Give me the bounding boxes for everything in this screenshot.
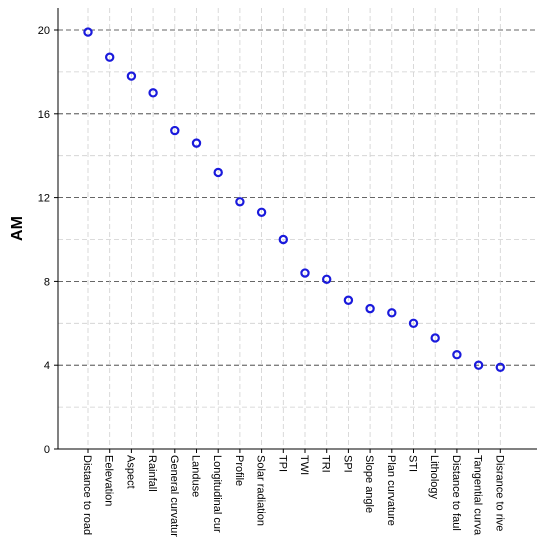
data-points [83, 27, 505, 372]
y-axis-ticks: 0 4 8 12 16 20 [38, 25, 58, 456]
x-tick-label: Longitudinal cur [211, 455, 223, 533]
x-tick-label: Aspect [124, 455, 136, 489]
x-tick-label: TRI [320, 455, 332, 473]
x-tick-label: TWI [298, 455, 310, 475]
x-tick-label: Solar radiation [255, 455, 267, 526]
data-point [495, 362, 505, 372]
y-axis-title: AM [9, 216, 26, 241]
x-tick-label: Distance to faul [450, 455, 462, 531]
data-point [278, 234, 288, 245]
data-point [473, 360, 484, 370]
x-axis-ticks: Distance to road Eelevation Aspect Rainfall… [81, 449, 505, 537]
data-point [452, 350, 462, 360]
x-tick-label: Tangential curva [472, 455, 484, 536]
y-tick-label: 20 [38, 25, 50, 37]
x-tick-label: Plan curvature [385, 455, 397, 526]
x-tick-label: TPI [276, 455, 288, 472]
y-tick-label: 16 [38, 109, 50, 121]
data-point [300, 268, 310, 278]
y-tick-label: 8 [44, 276, 50, 288]
x-tick-label: Disrance to rive [493, 455, 505, 531]
x-tick-label: SPI [341, 455, 353, 473]
data-point [170, 125, 180, 136]
x-tick-label: Profile [233, 455, 245, 486]
data-point [83, 27, 93, 37]
x-tick-label: Lithology [428, 455, 440, 500]
y-tick-label: 4 [44, 360, 50, 372]
x-tick-label: STI [407, 455, 419, 472]
data-point [148, 88, 158, 98]
data-point [191, 138, 202, 148]
x-tick-label: Distance to road [81, 455, 93, 535]
vertical-grid [87, 8, 501, 449]
data-point [430, 333, 440, 343]
x-tick-label: Rainfall [146, 455, 158, 492]
x-tick-label: General curvatur [168, 455, 180, 537]
data-point [256, 207, 267, 217]
x-tick-label: Eelevation [103, 455, 115, 506]
x-tick-label: Landuse [190, 455, 202, 497]
data-point [126, 71, 137, 81]
data-point [365, 303, 375, 314]
data-point [408, 318, 419, 328]
y-tick-label: 0 [44, 444, 50, 456]
data-point [387, 308, 397, 318]
data-point [104, 52, 115, 62]
y-tick-label: 12 [38, 193, 50, 205]
data-point [213, 167, 223, 178]
x-tick-label: Slope angle [363, 455, 375, 513]
data-point [322, 274, 332, 285]
data-point [235, 197, 245, 207]
data-point [343, 295, 354, 305]
